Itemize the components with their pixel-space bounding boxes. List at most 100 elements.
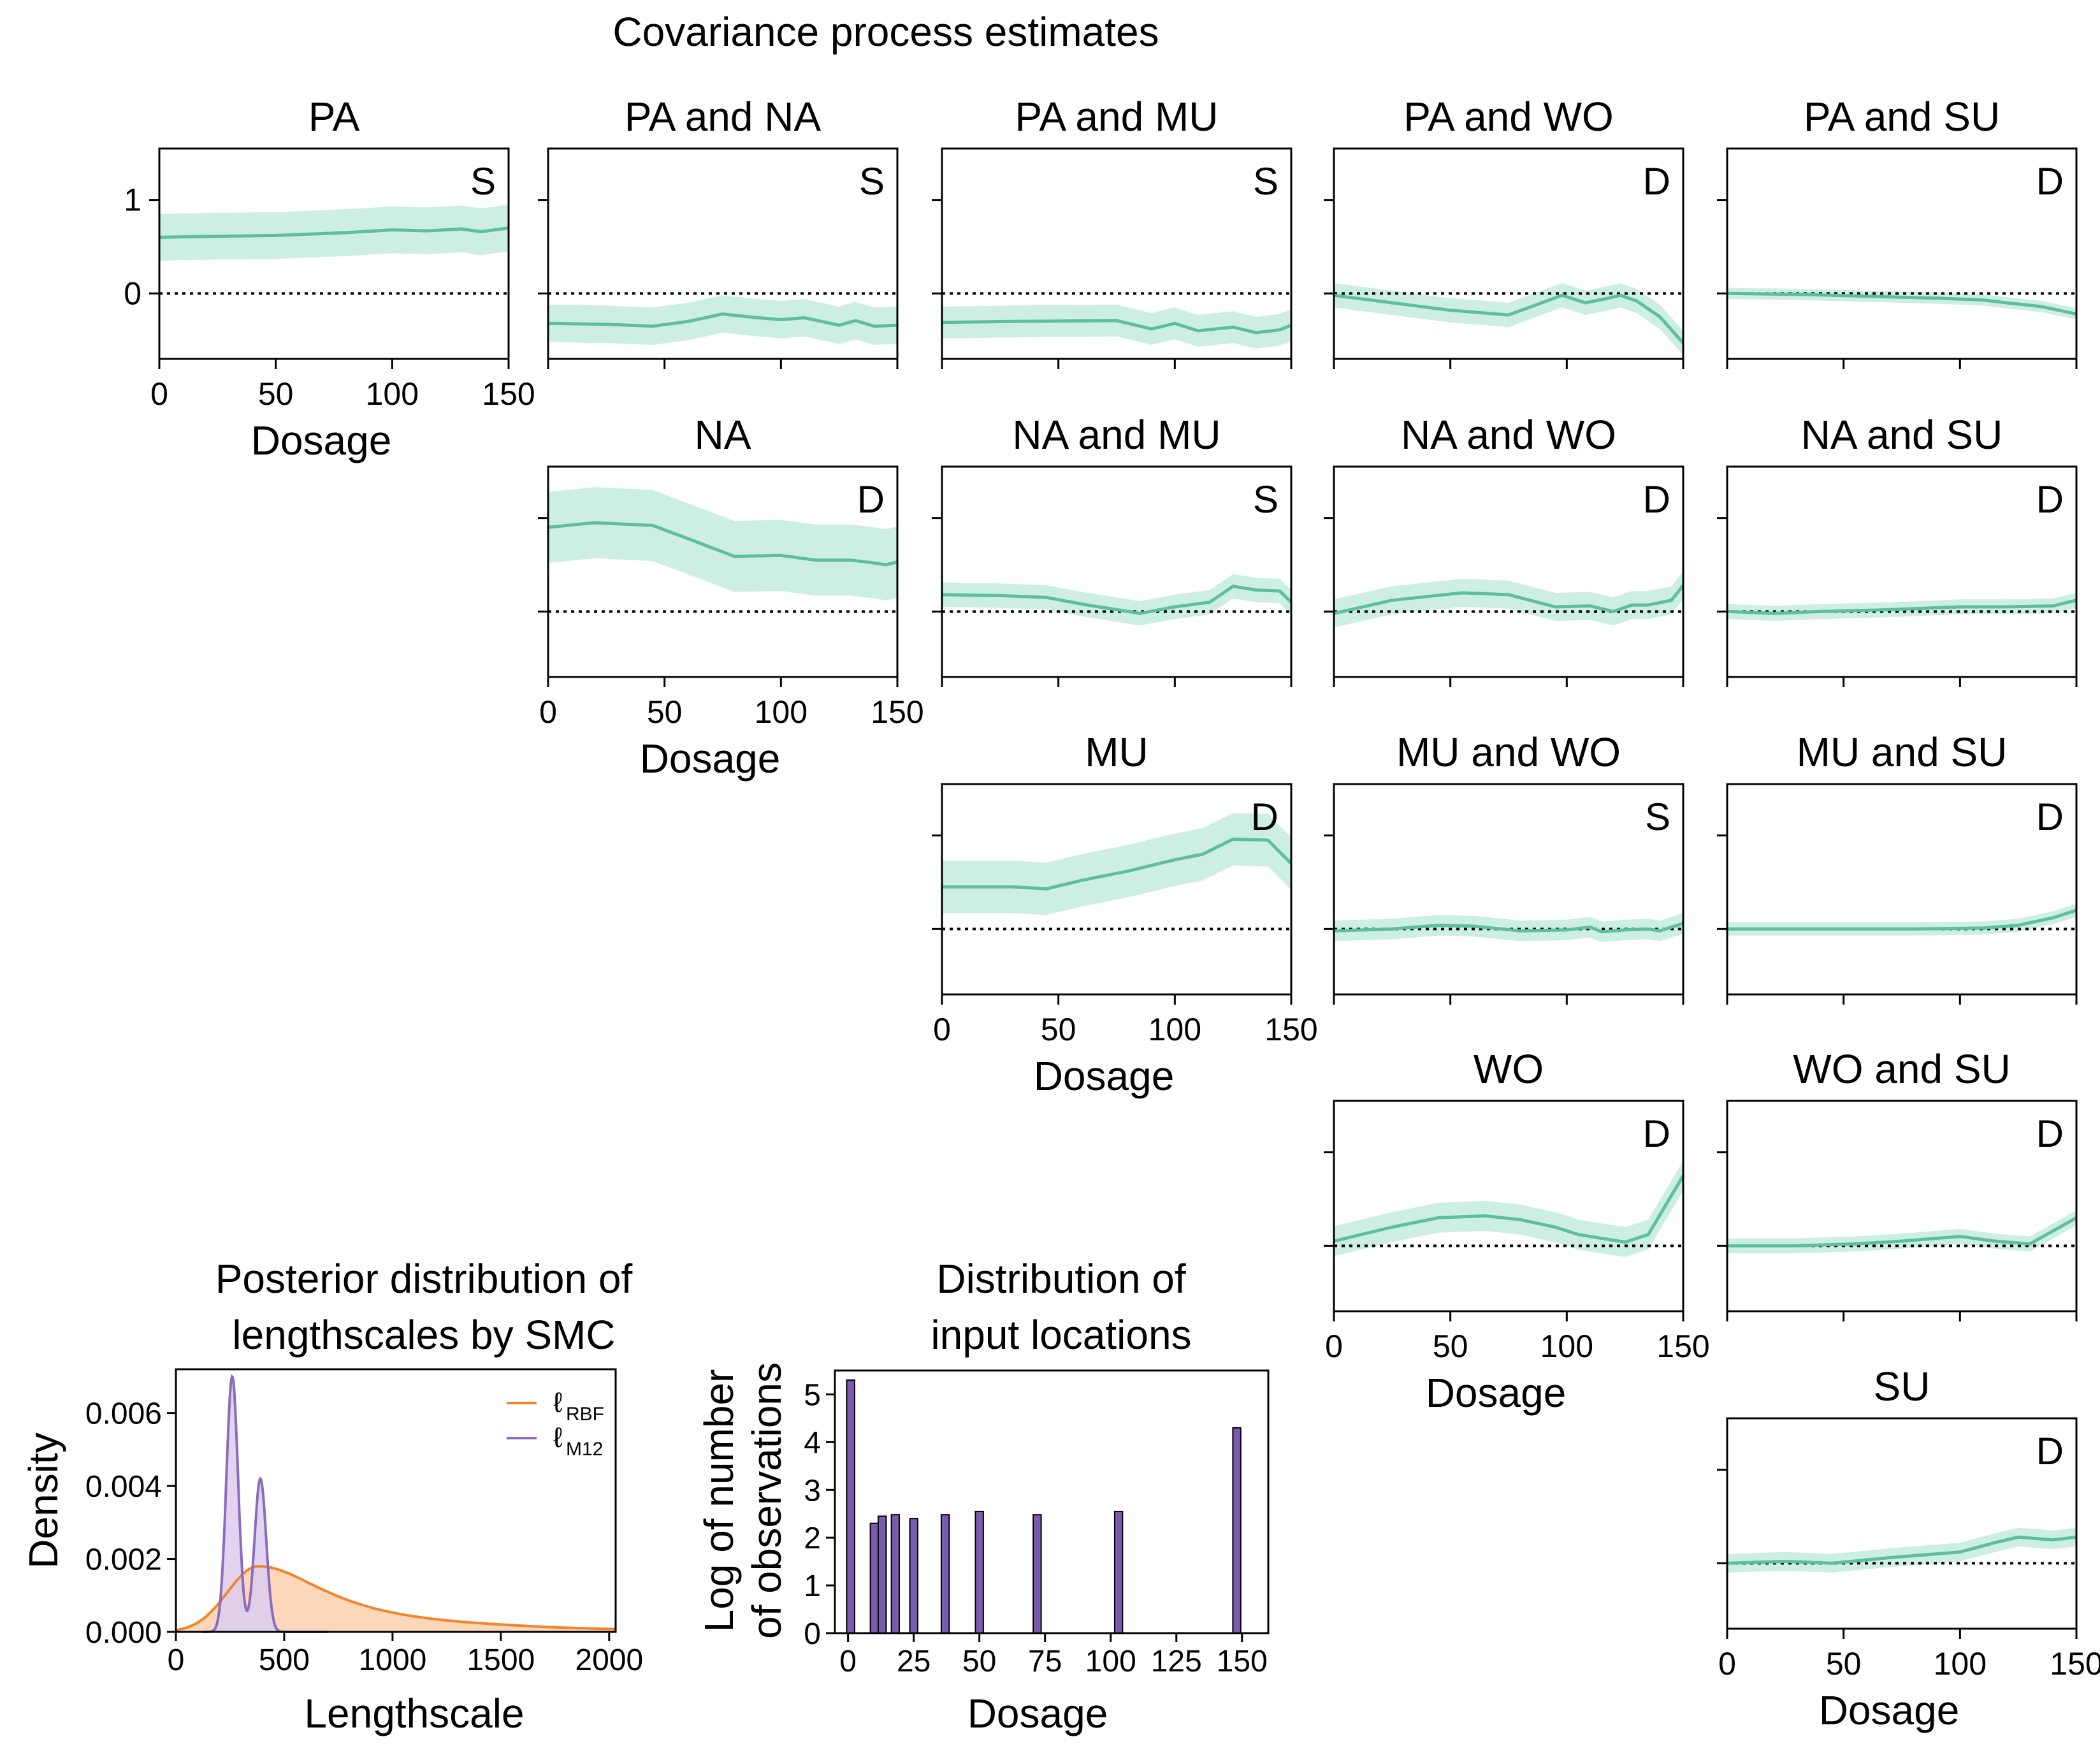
x-tick-label: 1500 (467, 1643, 535, 1677)
panel-frame (1726, 147, 2078, 360)
legend-rbf-sub: RBF (566, 1404, 604, 1425)
panel-title: MU and WO (1396, 729, 1621, 775)
rbf-density-fill (176, 1566, 616, 1632)
panel-title: NA (695, 412, 751, 458)
mean-line (941, 319, 1292, 335)
panel-letter: S (470, 160, 496, 203)
x-tick-label: 0 (150, 376, 168, 412)
panel-letter: D (857, 478, 885, 521)
panel-frame (1333, 147, 1684, 360)
panel-letter: S (859, 160, 885, 203)
x-tick-label: 100 (366, 376, 419, 412)
x-tick-label: 150 (871, 694, 923, 730)
x-tick-label: 0 (539, 694, 557, 730)
x-tick-label: 100 (755, 694, 807, 730)
confidence-band (1334, 1160, 1683, 1257)
x-axis-label: Dosage (1034, 1053, 1175, 1099)
confidence-band (548, 295, 897, 345)
x-tick-label: 75 (1028, 1645, 1062, 1678)
panel-letter: D (2036, 478, 2064, 521)
panel-frame (1726, 1100, 2078, 1313)
figure-suptitle: Covariance process estimates (612, 9, 1159, 55)
panel-pa-na: PA and NA S (538, 94, 899, 369)
chart-title-line: Posterior distribution of (215, 1256, 633, 1302)
panel-frame (941, 783, 1293, 996)
panel-title: MU and SU (1797, 729, 2008, 775)
mean-line (941, 585, 1293, 615)
confidence-band (1727, 593, 2076, 621)
panel-frame (158, 147, 510, 360)
histogram-bar (869, 1522, 879, 1634)
x-tick-label: 1000 (359, 1643, 427, 1677)
x-tick-label: 25 (897, 1645, 931, 1678)
panel-pa: PA S 0 1 0 50 100 150 Dosage (124, 94, 535, 463)
panel-wo-su: WO and SU D (1717, 1046, 2078, 1321)
mean-line (1727, 291, 2077, 316)
panel-frame (547, 465, 899, 678)
x-tick-label: 50 (962, 1645, 996, 1678)
panel-na-mu: NA and MU S (932, 412, 1293, 687)
confidence-band (1727, 903, 2076, 936)
panel-mu: MU D 0 50 100 150 Dosage (932, 729, 1318, 1099)
x-tick-label: 50 (258, 376, 294, 412)
y-tick-label: 4 (804, 1426, 821, 1460)
panel-wo: WO D 0 50 100 150 Dosage (1324, 1046, 1710, 1416)
x-tick-label: 0 (839, 1645, 857, 1678)
panel-title: NA and MU (1012, 412, 1220, 458)
panel-title: PA and WO (1403, 94, 1614, 140)
x-axis-label: Dosage (1819, 1687, 1960, 1733)
histogram-bar (846, 1379, 855, 1634)
x-tick-label: 0 (168, 1643, 185, 1677)
panel-letter: D (2036, 796, 2064, 838)
lengthscale-posterior-chart: Posterior distribution of lengthscales by… (20, 1256, 643, 1736)
x-tick-label: 0 (1325, 1328, 1343, 1364)
panel-frame (1333, 783, 1684, 996)
panel-frame (941, 147, 1293, 360)
x-tick-label: 50 (1041, 1012, 1076, 1047)
y-tick-label: 0.000 (85, 1616, 162, 1650)
x-tick-label: 150 (2050, 1646, 2100, 1682)
panel-su: SU D 0 50 100 150 Dosage (1717, 1364, 2100, 1733)
panel-frame (1333, 1100, 1684, 1313)
panel-pa-su: PA and SU D (1717, 94, 2078, 369)
panel-na-mu-d: NA and WO D (1324, 412, 1684, 687)
confidence-band (1727, 1527, 2076, 1573)
mean-line (547, 521, 898, 567)
x-tick-label: 150 (1264, 1012, 1317, 1047)
mean-line (1727, 1535, 2077, 1565)
x-tick-label: 150 (1217, 1645, 1268, 1678)
legend-m12-sub: M12 (566, 1439, 603, 1460)
confidence-band (548, 487, 897, 600)
x-tick-label: 150 (482, 376, 535, 412)
y-tick-label: 0 (124, 275, 141, 311)
y-axis-label-line: Log of number (696, 1369, 742, 1633)
x-tick-label: 50 (1433, 1328, 1468, 1364)
panel-title: SU (1874, 1364, 1930, 1409)
confidence-band (942, 813, 1291, 915)
histogram-bar (1232, 1427, 1242, 1634)
histogram-bar (974, 1511, 984, 1634)
mean-line (1333, 293, 1684, 344)
x-axis-label: Lengthscale (304, 1691, 524, 1736)
confidence-band (942, 304, 1291, 349)
panel-title: MU (1085, 729, 1148, 775)
x-tick-label: 50 (647, 694, 683, 730)
y-tick-label: 0 (804, 1617, 821, 1651)
panel-na: NA D 0 50 100 150 Dosage (538, 412, 924, 782)
histogram-bar (909, 1518, 918, 1634)
y-tick-label: 0.004 (85, 1470, 162, 1504)
panel-mu-su: MU and SU D (1717, 729, 2078, 1005)
legend-rbf-main: ℓ (553, 1387, 562, 1418)
panel-frame (1726, 465, 2078, 678)
panel-letter: D (2036, 1430, 2064, 1473)
x-tick-label: 0 (1718, 1646, 1736, 1682)
x-tick-label: 500 (259, 1643, 310, 1677)
y-tick-label: 1 (804, 1569, 821, 1603)
panel-letter: S (1253, 160, 1278, 203)
mean-line (1333, 922, 1684, 934)
panel-letter: D (2036, 160, 2064, 203)
x-tick-label: 125 (1151, 1645, 1202, 1678)
panel-pa-mu: PA and MU S (932, 94, 1293, 369)
